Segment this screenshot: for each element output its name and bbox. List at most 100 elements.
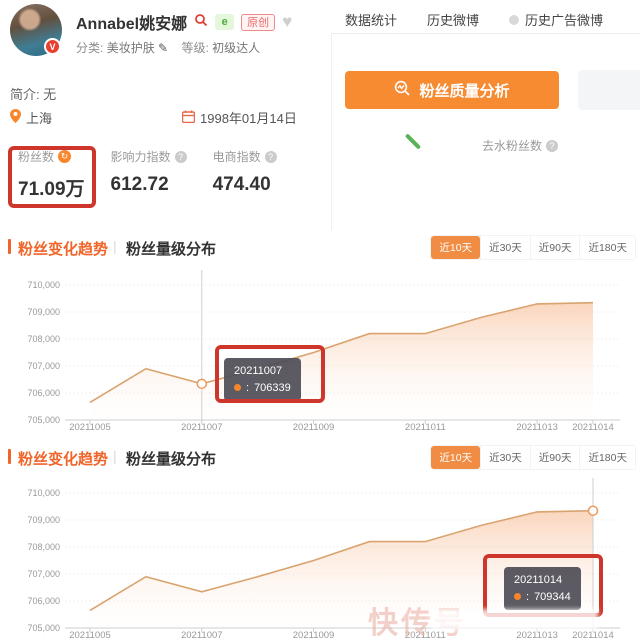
tab-history-weibo[interactable]: 历史微博 xyxy=(427,13,480,28)
svg-text:20211013: 20211013 xyxy=(516,630,558,641)
accent-bar xyxy=(8,239,11,254)
range-30d-button[interactable]: 近30天 xyxy=(480,236,530,259)
profile-name-row: Annabel姚安娜 e 原创 ♥ xyxy=(76,10,292,34)
influence-index-label: 影响力指数 xyxy=(110,150,171,164)
series-dot-icon xyxy=(234,384,241,392)
svg-text:20211014: 20211014 xyxy=(572,630,614,641)
calendar-icon xyxy=(181,110,196,126)
ecommerce-index-label: 电商指数 xyxy=(212,150,261,164)
tooltip-date: 20211007 xyxy=(234,365,283,377)
chart-tooltip: 20211014 : 709344 xyxy=(504,567,581,610)
svg-text:707,000: 707,000 xyxy=(27,361,60,371)
category-value: 美妆护肤 xyxy=(106,41,155,55)
svg-text:710,000: 710,000 xyxy=(27,280,60,290)
tooltip-date: 20211014 xyxy=(514,574,563,586)
svg-text:20211007: 20211007 xyxy=(181,630,223,641)
fans-trend-chart-2[interactable]: 710,000 709,000 708,000 707,000 706,000 705,0… xyxy=(0,466,640,643)
magnifier-chart-icon xyxy=(394,80,411,101)
svg-text:20211011: 20211011 xyxy=(405,422,446,433)
question-icon[interactable]: ? xyxy=(174,150,187,163)
dewater-fans-label: 去水粉丝数 xyxy=(482,139,543,153)
influence-index-value: 612.72 xyxy=(110,174,169,195)
svg-text:710,000: 710,000 xyxy=(27,488,60,498)
range-90d-button[interactable]: 近90天 xyxy=(529,446,580,469)
stats-row: 粉丝数 ↻ 71.09万 影响力指数 ? 612.72 电商指数 ? 474.4… xyxy=(18,148,277,201)
tab-fans-trend[interactable]: 粉丝变化趋势 xyxy=(18,241,109,258)
svg-text:20211013: 20211013 xyxy=(516,422,558,433)
section-header-2: 粉丝变化趋势 | 粉丝量级分布 近10天 近30天 近90天 近180天 xyxy=(0,444,640,472)
svg-text:708,000: 708,000 xyxy=(27,334,60,344)
ecommerce-index-value: 474.40 xyxy=(212,174,271,195)
svg-text:709,000: 709,000 xyxy=(27,515,60,525)
fan-quality-analysis-button[interactable]: 粉丝质量分析 xyxy=(345,71,559,109)
green-slash-mark xyxy=(404,133,422,150)
gray-dot-icon xyxy=(509,14,520,25)
nav-divider xyxy=(332,33,640,34)
ecommerce-badge-icon: e xyxy=(215,14,235,30)
svg-text:20211009: 20211009 xyxy=(293,630,335,641)
profile-bio: 简介: 无 xyxy=(10,87,57,102)
chart-tooltip: 20211007 : 706339 xyxy=(224,358,301,401)
location-value: 上海 xyxy=(26,111,53,126)
birthday-value: 1998年01月14日 xyxy=(200,111,297,126)
range-selector: 近10天 近30天 近90天 近180天 xyxy=(430,445,636,470)
annotation-box-tooltip-2 xyxy=(483,554,603,617)
tooltip-value: 709344 xyxy=(534,590,571,603)
series-dot-icon xyxy=(514,593,521,601)
profile-name: Annabel姚安娜 xyxy=(76,16,188,33)
tab-fans-trend[interactable]: 粉丝变化趋势 xyxy=(18,451,109,468)
svg-text:20211005: 20211005 xyxy=(69,422,111,433)
section-header-1: 粉丝变化趋势 | 粉丝量级分布 近10天 近30天 近90天 近180天 xyxy=(0,234,640,262)
svg-text:20211005: 20211005 xyxy=(69,630,111,641)
question-icon[interactable]: ? xyxy=(546,139,559,152)
heart-icon[interactable]: ♥ xyxy=(282,12,293,31)
range-10d-button[interactable]: 近10天 xyxy=(431,446,481,469)
stat-influence: 影响力指数 ? 612.72 xyxy=(111,148,187,201)
original-badge: 原创 xyxy=(241,13,276,31)
stat-fans: 粉丝数 ↻ 71.09万 xyxy=(18,148,85,201)
profile-meta: 分类: 美妆护肤 ✎ 等级: 初级达人 xyxy=(76,39,260,56)
svg-text:707,000: 707,000 xyxy=(27,569,60,579)
range-10d-button[interactable]: 近10天 xyxy=(431,236,481,259)
range-180d-button[interactable]: 近180天 xyxy=(579,446,635,469)
svg-text:20211011: 20211011 xyxy=(405,630,446,641)
svg-text:705,000: 705,000 xyxy=(27,415,60,425)
edit-pencil-icon[interactable]: ✎ xyxy=(158,41,169,55)
question-icon[interactable]: ? xyxy=(264,150,277,163)
range-180d-button[interactable]: 近180天 xyxy=(579,236,635,259)
tab-data-statistics[interactable]: 数据统计 xyxy=(345,13,398,28)
svg-text:706,000: 706,000 xyxy=(27,596,60,606)
search-icon[interactable] xyxy=(194,13,208,32)
fans-count-value: 71.09万 xyxy=(18,179,85,200)
verified-badge: V xyxy=(44,38,61,55)
tab-history-ad-weibo[interactable]: 历史广告微博 xyxy=(509,10,603,29)
tab-fans-distribution[interactable]: 粉丝量级分布 xyxy=(126,451,217,468)
panel-divider xyxy=(331,33,332,230)
category-label: 分类: xyxy=(76,41,104,55)
accent-bar xyxy=(8,449,11,464)
location-row: 上海 xyxy=(10,108,52,127)
svg-text:705,000: 705,000 xyxy=(27,623,60,633)
level-label: 等级: xyxy=(181,41,209,55)
dewater-fans-row: 去水粉丝数 ? xyxy=(482,137,559,154)
annotation-box-fans-count xyxy=(8,146,96,208)
refresh-icon[interactable]: ↻ xyxy=(58,150,72,163)
secondary-button[interactable] xyxy=(578,70,640,110)
svg-text:709,000: 709,000 xyxy=(27,307,60,317)
location-pin-icon xyxy=(10,109,21,126)
svg-text:20211014: 20211014 xyxy=(572,422,614,433)
fans-count-label: 粉丝数 xyxy=(18,150,55,164)
stat-ecommerce: 电商指数 ? 474.40 xyxy=(213,148,277,201)
svg-text:706,000: 706,000 xyxy=(27,388,60,398)
range-90d-button[interactable]: 近90天 xyxy=(529,236,580,259)
birthday-row: 1998年01月14日 xyxy=(181,108,297,127)
annotation-box-tooltip-1 xyxy=(215,345,325,403)
tab-fans-distribution[interactable]: 粉丝量级分布 xyxy=(126,241,217,258)
tooltip-value: 706339 xyxy=(254,381,291,394)
watermark-overlay xyxy=(430,609,598,630)
range-30d-button[interactable]: 近30天 xyxy=(480,446,530,469)
svg-text:20211009: 20211009 xyxy=(293,422,335,433)
svg-text:708,000: 708,000 xyxy=(27,542,60,552)
range-selector: 近10天 近30天 近90天 近180天 xyxy=(430,235,636,260)
